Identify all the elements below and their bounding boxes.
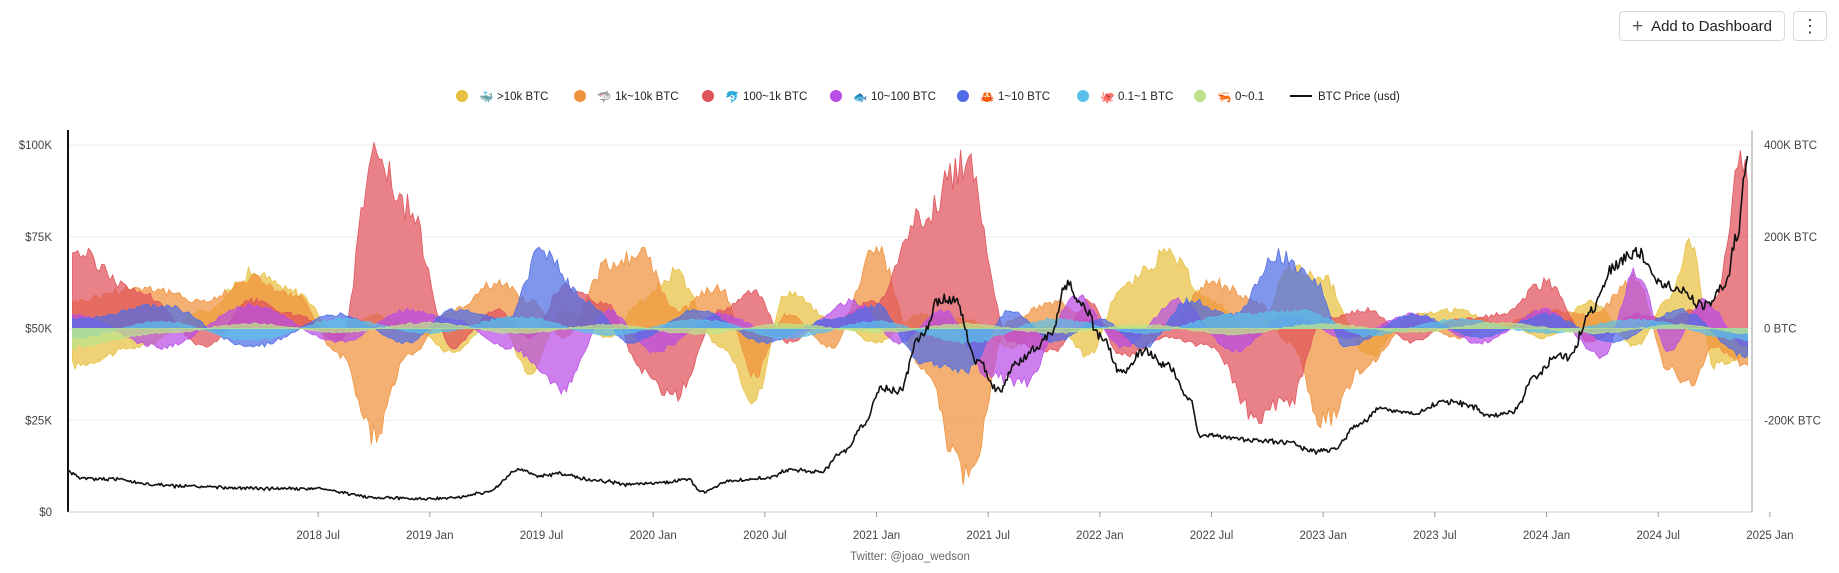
- legend-item: 🦀 1~10 BTC: [957, 90, 1050, 104]
- x-tick-label: 2023 Jan: [1300, 530, 1347, 542]
- legend-label: 1~10 BTC: [998, 91, 1050, 103]
- y-left-tick-label: $0: [39, 507, 52, 519]
- y-left-tick-label: $25K: [25, 415, 52, 427]
- y-left-tick-label: $100K: [19, 140, 53, 152]
- kebab-menu-icon: ⋮: [1801, 15, 1819, 36]
- legend-label: 0~0.1: [1235, 91, 1264, 103]
- y-left-tick-label: $75K: [25, 232, 52, 244]
- y-right-tick-label: -200K BTC: [1764, 415, 1821, 427]
- shrimp-icon: 🦐: [1217, 92, 1231, 104]
- y-right-tick-label: 0 BTC: [1764, 324, 1797, 336]
- octopus-icon: 🐙: [1100, 91, 1114, 104]
- legend-dot-icon: [574, 90, 586, 102]
- y-left-tick-label: $50K: [25, 324, 52, 336]
- x-tick-label: 2019 Jan: [406, 530, 453, 542]
- area-series-100-1k-btc: [72, 142, 1748, 424]
- legend-item: 🐬 100~1k BTC: [702, 90, 807, 104]
- add-to-dashboard-button[interactable]: + Add to Dashboard: [1618, 11, 1785, 41]
- plus-icon: +: [1631, 15, 1644, 37]
- x-tick-label: 2020 Jan: [629, 530, 676, 542]
- crab-icon: 🦀: [980, 92, 995, 104]
- legend-item: BTC Price (usd): [1290, 91, 1400, 103]
- legend-label: 1k~10k BTC: [615, 91, 679, 103]
- x-tick-label: 2018 Jul: [296, 530, 339, 542]
- legend-label: BTC Price (usd): [1318, 91, 1400, 103]
- legend-dot-icon: [957, 90, 969, 102]
- fish-icon: 🐟: [853, 92, 867, 104]
- credit-text: Twitter: @joao_wedson: [850, 551, 970, 563]
- shark-icon: 🦈: [597, 90, 611, 104]
- legend-item: 🐟 10~100 BTC: [830, 90, 936, 104]
- x-tick-label: 2025 Jan: [1746, 530, 1793, 542]
- area-series-group: [72, 142, 1748, 485]
- legend-label: 0.1~1 BTC: [1118, 91, 1173, 103]
- x-tick-label: 2020 Jul: [743, 530, 786, 542]
- x-tick-label: 2021 Jul: [966, 530, 1009, 542]
- x-tick-label: 2022 Jan: [1076, 530, 1123, 542]
- legend: 🐳 >10k BTC 🦈 1k~10k BTC 🐬 100~1k BTC 🐟 10~100 B…: [456, 90, 1400, 104]
- area-series-1-10-btc: [72, 246, 1748, 375]
- dolphin-icon: 🐬: [725, 90, 739, 104]
- legend-label: >10k BTC: [497, 91, 548, 103]
- legend-item: 🦐 0~0.1: [1194, 90, 1264, 104]
- x-tick-label: 2023 Jul: [1413, 530, 1456, 542]
- x-tick-label: 2022 Jul: [1190, 530, 1233, 542]
- legend-item: 🦈 1k~10k BTC: [574, 90, 679, 104]
- legend-label: 100~1k BTC: [743, 91, 807, 103]
- legend-dot-icon: [702, 90, 714, 102]
- whale-icon: 🐳: [479, 90, 493, 104]
- x-tick-label: 2024 Jan: [1523, 530, 1570, 542]
- legend-dot-icon: [456, 90, 468, 102]
- area-series-0-0-1: [72, 321, 1748, 350]
- btc-price-line: [67, 155, 1749, 501]
- y-right-tick-label: 200K BTC: [1764, 232, 1817, 244]
- legend-item: 🐙 0.1~1 BTC: [1077, 90, 1173, 104]
- more-options-button[interactable]: ⋮: [1793, 11, 1827, 41]
- add-to-dashboard-label: Add to Dashboard: [1651, 17, 1772, 35]
- x-tick-label: 2024 Jul: [1636, 530, 1679, 542]
- legend-dot-icon: [1077, 90, 1089, 102]
- legend-dot-icon: [830, 90, 842, 102]
- legend-dot-icon: [1194, 90, 1206, 102]
- legend-item: 🐳 >10k BTC: [456, 90, 548, 104]
- y-right-tick-label: 400K BTC: [1764, 140, 1817, 152]
- x-tick-label: 2021 Jan: [853, 530, 900, 542]
- x-tick-label: 2019 Jul: [520, 530, 563, 542]
- toolbar: + Add to Dashboard ⋮: [1618, 11, 1827, 41]
- legend-label: 10~100 BTC: [871, 91, 936, 103]
